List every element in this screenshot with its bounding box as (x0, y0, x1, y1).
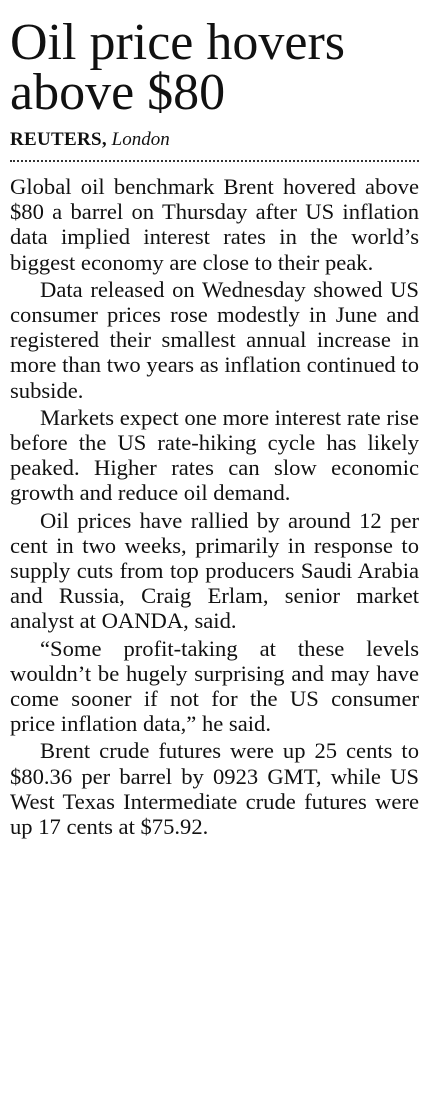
dotted-divider (10, 160, 419, 162)
byline-agency: REUTERS, (10, 129, 107, 150)
paragraph-5: “Some profit-taking at these levels woul… (10, 635, 419, 737)
article-body: Global oil benchmark Brent hovered above… (10, 174, 419, 839)
news-article: Oil price hovers above $80 REUTERS, Lond… (10, 0, 419, 841)
paragraph-4: Oil prices have rallied by around 12 per… (10, 507, 419, 634)
paragraph-2: Data released on Wednesday showed US con… (10, 276, 419, 403)
paragraph-1: Global oil benchmark Brent hovered above… (10, 174, 419, 275)
byline-location: London (111, 129, 170, 150)
paragraph-3: Markets expect one more interest rate ri… (10, 404, 419, 506)
paragraph-6: Brent crude futures were up 25 cents to … (10, 738, 419, 840)
article-headline: Oil price hovers above $80 (10, 14, 346, 121)
byline: REUTERS, London (10, 128, 419, 152)
